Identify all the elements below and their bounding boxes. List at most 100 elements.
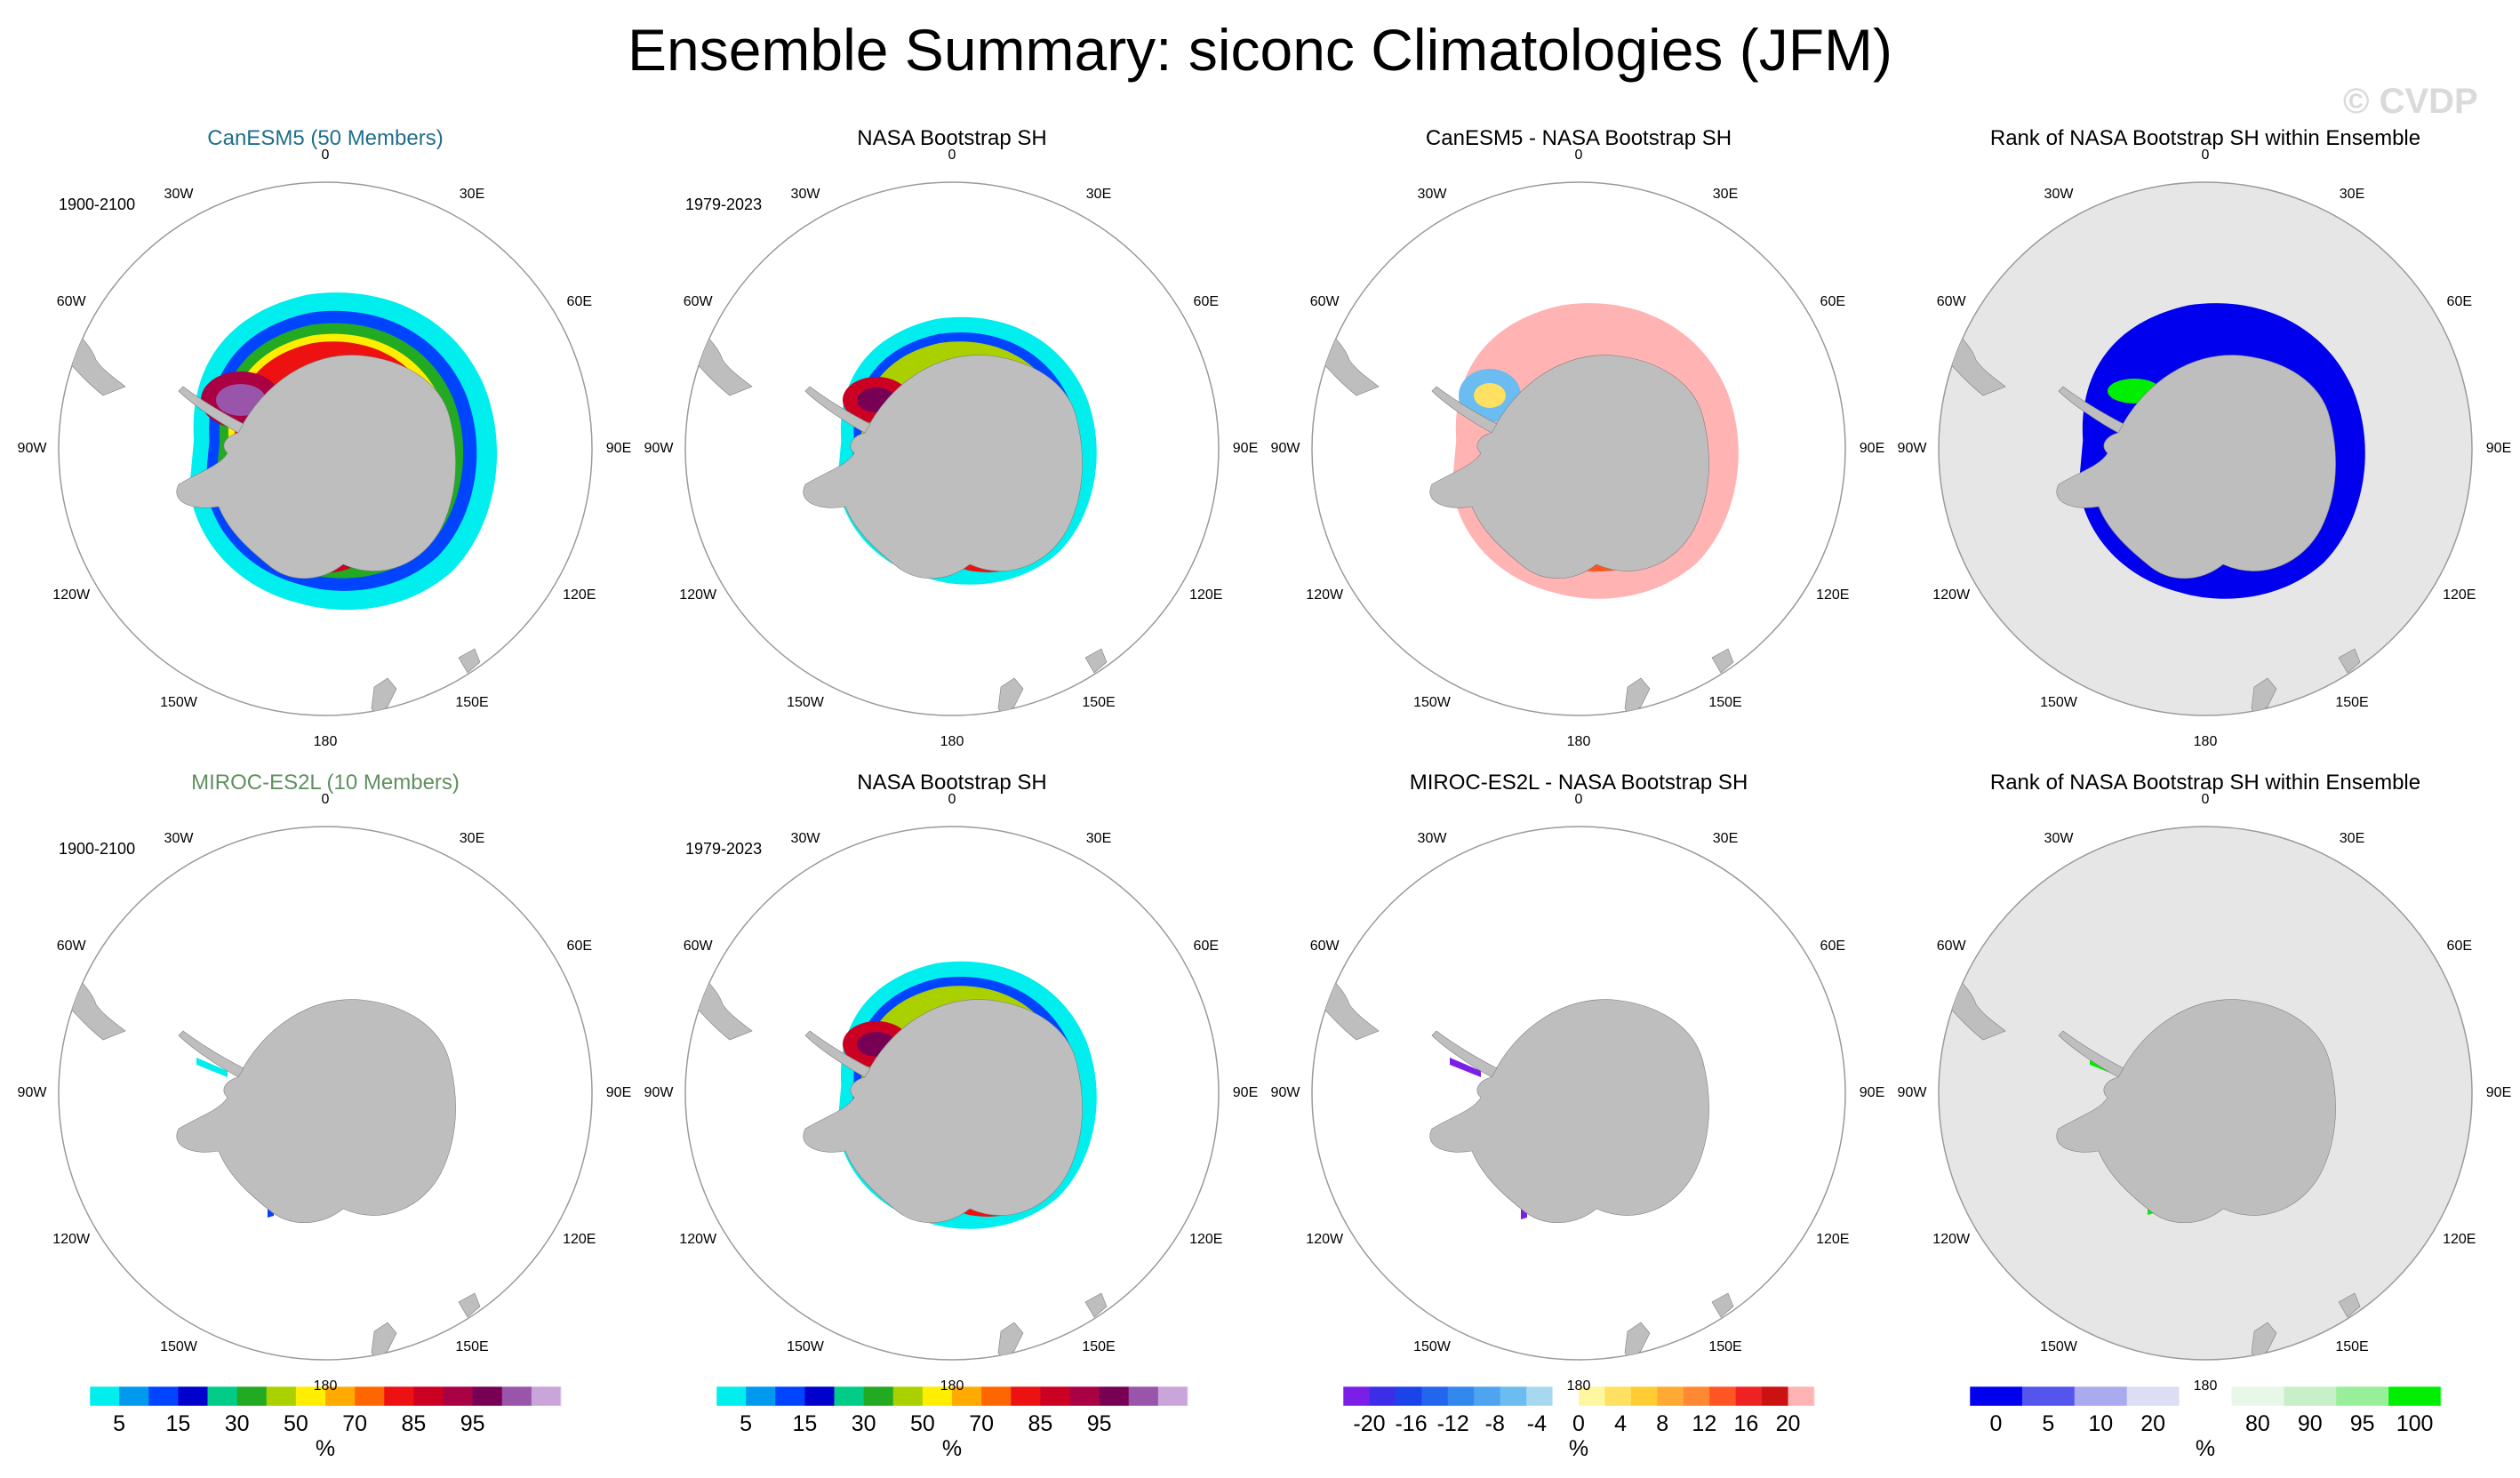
panel-title: Rank of NASA Bootstrap SH within Ensembl…	[1989, 771, 2421, 795]
colorbar-tick-label: 70	[342, 1411, 368, 1436]
period-label: 1900-2100	[59, 196, 136, 213]
longitude-label: 30W	[1417, 187, 1447, 203]
longitude-label: 90E	[1232, 441, 1259, 456]
longitude-label: 180	[1566, 1378, 1591, 1394]
colorbar-tick-label: 12	[1692, 1411, 1717, 1436]
longitude-label: 30W	[2044, 187, 2074, 203]
panel-title: NASA Bootstrap SH	[857, 771, 1047, 795]
colorbar-swatch	[746, 1386, 776, 1406]
colorbar-tick-label: 16	[1733, 1411, 1759, 1436]
colorbar-tick-label: 15	[792, 1411, 818, 1436]
colorbar-swatch	[472, 1386, 503, 1406]
colorbar-swatch	[716, 1386, 747, 1406]
colorbar-tick-label: 85	[401, 1411, 427, 1436]
colorbar-swatch	[1157, 1386, 1188, 1406]
colorbar-tick-label: -20	[1353, 1411, 1386, 1436]
longitude-label: 120E	[1816, 1232, 1850, 1247]
colorbar-difference	[1342, 1386, 1815, 1407]
colorbar-swatch	[531, 1386, 562, 1406]
colorbar-swatch	[1683, 1386, 1710, 1406]
colorbar-swatch	[952, 1386, 982, 1406]
longitude-label: 180	[2193, 734, 2218, 749]
longitude-label: 150E	[455, 694, 489, 710]
colorbar-tick-label: 95	[460, 1411, 485, 1436]
colorbar-swatch	[863, 1386, 894, 1406]
longitude-label: 90E	[605, 1085, 632, 1100]
colorbar-swatch	[443, 1386, 474, 1406]
colorbar-unit: %	[941, 1436, 963, 1461]
longitude-label: 60W	[1309, 294, 1340, 309]
longitude-label: 60W	[683, 939, 713, 954]
longitude-label: 150E	[455, 1338, 489, 1354]
colorbar-tick-label: -4	[1526, 1411, 1547, 1436]
colorbar-swatch	[355, 1386, 385, 1406]
colorbar-swatch	[2021, 1386, 2076, 1406]
longitude-label: 90E	[2485, 1085, 2512, 1100]
longitude-label: 30E	[1712, 187, 1739, 203]
longitude-label: 150W	[2040, 1338, 2077, 1354]
colorbar-rank	[1969, 1386, 2442, 1407]
colorbar-unit: %	[2195, 1436, 2216, 1461]
colorbar-swatch	[1040, 1386, 1070, 1406]
longitude-label: 90E	[1859, 1085, 1885, 1100]
longitude-label: 180	[2193, 1378, 2218, 1394]
colorbar-swatch	[2126, 1386, 2180, 1406]
colorbar-tick-label: 4	[1614, 1411, 1628, 1436]
colorbar-swatch	[1762, 1386, 1789, 1406]
longitude-label: 120E	[563, 587, 596, 603]
figure-title: Ensemble Summary: siconc Climatologies (…	[627, 17, 1893, 83]
longitude-label: 120W	[1306, 1232, 1344, 1247]
period-label: 1979-2023	[685, 840, 763, 858]
longitude-label: 150W	[2040, 694, 2077, 710]
longitude-label: 30W	[1417, 831, 1447, 847]
longitude-label: 60E	[2446, 939, 2473, 954]
colorbar-unit: %	[315, 1436, 336, 1461]
longitude-label: 30E	[1085, 187, 1112, 203]
colorbar-concentration	[716, 1386, 1188, 1407]
colorbar-tick-label: 0	[1989, 1411, 2003, 1436]
colorbar-tick-label: 30	[224, 1411, 250, 1436]
colorbar-tick-label: 15	[165, 1411, 191, 1436]
colorbar-swatch	[981, 1386, 1012, 1406]
longitude-label: 0	[948, 792, 956, 807]
colorbar-tick-label: 5	[2042, 1411, 2055, 1436]
longitude-label: 150E	[1708, 1338, 1742, 1354]
colorbar-tick-label: 95	[1086, 1411, 1112, 1436]
longitude-label: 150W	[1413, 1338, 1451, 1354]
longitude-label: 30E	[459, 831, 485, 847]
longitude-label: 30E	[1085, 831, 1112, 847]
longitude-label: 120W	[1306, 587, 1344, 603]
longitude-label: 180	[940, 734, 964, 749]
longitude-label: 0	[2201, 148, 2210, 163]
cvdp-watermark: © CVDP	[2343, 82, 2478, 121]
colorbar-swatch	[2231, 1386, 2284, 1406]
longitude-label: 60W	[56, 294, 86, 309]
colorbar-tick-label: -8	[1484, 1411, 1505, 1436]
land-mask	[1312, 324, 1734, 715]
panel-title: MIROC-ES2L (10 Members)	[191, 771, 460, 795]
colorbar-tick-label: 5	[113, 1411, 126, 1436]
longitude-label: 30E	[1712, 831, 1739, 847]
longitude-label: 120E	[2443, 587, 2476, 603]
colorbar-swatch	[1552, 1386, 1580, 1406]
longitude-label: 150W	[160, 1338, 197, 1354]
longitude-label: 30W	[790, 187, 820, 203]
colorbar-tick-label: 70	[969, 1411, 995, 1436]
longitude-label: 120E	[2443, 1232, 2476, 1247]
colorbar-swatch	[501, 1386, 532, 1406]
panel-title: MIROC-ES2L - NASA Bootstrap SH	[1409, 771, 1748, 795]
colorbar-swatch	[1604, 1386, 1632, 1406]
longitude-label: 150W	[160, 694, 197, 710]
longitude-label: 120W	[679, 587, 717, 603]
colorbar-swatch	[384, 1386, 414, 1406]
map-panel-4	[1938, 181, 2473, 716]
map-panel-8	[1938, 826, 2473, 1361]
map-panel-3	[1311, 181, 1846, 716]
colorbar-swatch	[207, 1386, 238, 1406]
colorbar-swatch	[1630, 1386, 1658, 1406]
longitude-label: 150E	[1708, 694, 1742, 710]
longitude-label: 60E	[1193, 294, 1220, 309]
colorbar-tick-label: -12	[1436, 1411, 1469, 1436]
colorbar-swatch	[1709, 1386, 1737, 1406]
